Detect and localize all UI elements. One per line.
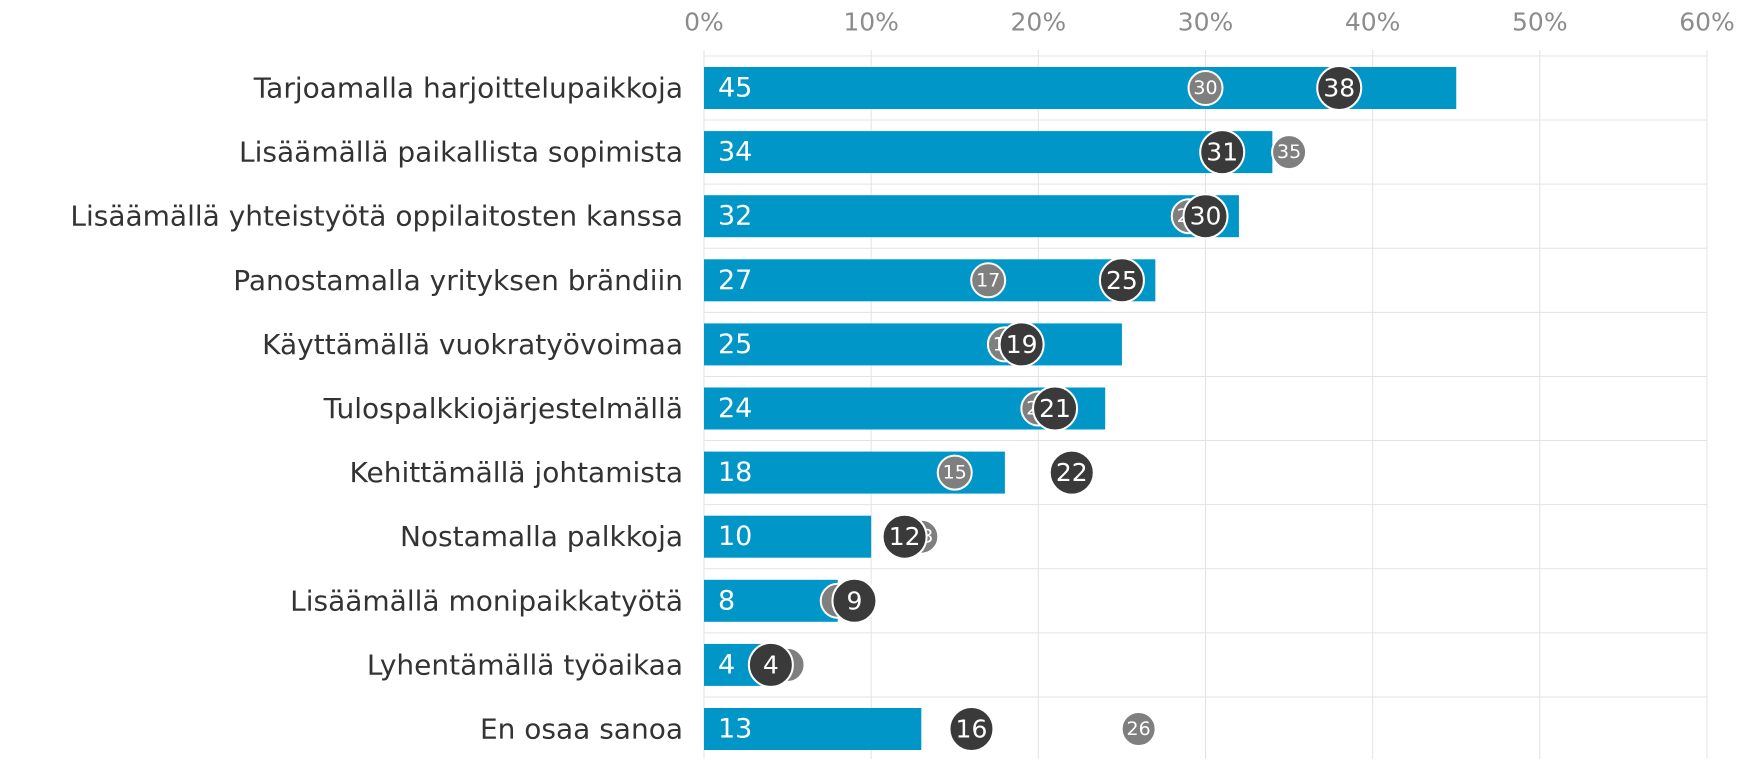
dot [998,321,1045,368]
dot [1032,385,1079,432]
category-label: Lisäämällä yhteistyötä oppilaitosten kan… [70,200,683,233]
dot [1199,129,1246,176]
category-label: Lyhentämällä työaikaa [367,648,683,681]
dot-label: 31 [1206,138,1238,167]
bar [704,259,1156,302]
dot [1316,65,1363,111]
bar [704,323,1122,366]
bar-value-label: 27 [718,265,752,296]
dot-label: 9 [846,586,862,615]
x-tick-label: 40% [1345,8,1401,37]
category-label: Nostamalla palkkoja [400,520,683,553]
dot-label: 17 [976,269,1000,291]
category-label: Panostamalla yrityksen brändiin [233,264,683,297]
x-tick-label: 20% [1011,8,1067,37]
bar [704,579,838,622]
bar-value-label: 34 [718,137,752,168]
bar-value-label: 24 [718,393,752,424]
dot [1098,257,1145,304]
dot [881,513,928,560]
dot-label: 15 [943,462,967,484]
bar-value-label: 8 [718,585,735,616]
dot-label: 22 [1056,458,1088,487]
dot [1271,134,1308,171]
category-label: Lisäämällä monipaikkatyötä [290,584,683,617]
bar-value-label: 32 [718,201,752,232]
dot [1187,70,1224,106]
dot [831,577,878,624]
dot [1048,449,1095,496]
bar-value-label: 13 [718,714,752,745]
dot-label: 4 [763,650,779,679]
dot [970,262,1007,299]
x-tick-label: 10% [843,8,899,37]
category-label: Kehittämällä johtamista [350,456,683,489]
dot [948,706,995,752]
dot [747,641,794,688]
dot-label: 30 [1193,77,1217,99]
dot-label: 26 [1127,718,1151,740]
dot-label: 25 [1106,266,1138,295]
category-label: Käyttämällä vuokratyövoimaa [262,328,683,361]
dot-label: 30 [1190,202,1222,231]
x-tick-label: 50% [1512,8,1568,37]
bar [704,708,922,750]
bar-value-label: 4 [718,649,735,680]
bar-value-label: 45 [718,73,752,104]
bar [704,515,872,558]
dot-label: 38 [1323,74,1355,103]
bar [704,131,1273,174]
category-label: En osaa sanoa [480,713,683,746]
bar-value-label: 10 [718,521,752,552]
dot [936,454,973,491]
dot-label: 19 [1006,330,1038,359]
category-label: Tarjoamalla harjoittelupaikkoja [253,72,683,105]
category-label: Tulospalkkiojärjestelmällä [323,392,683,425]
dot-label: 21 [1039,394,1071,423]
bar-value-label: 18 [718,457,752,488]
dot-label: 35 [1277,141,1301,163]
category-label: Lisäämällä paikallista sopimista [239,136,683,169]
x-tick-label: 0% [684,8,724,37]
bar-value-label: 25 [718,329,752,360]
x-tick-label: 30% [1178,8,1234,37]
dot [1182,193,1229,240]
bar [704,195,1239,238]
dot-label: 12 [889,522,921,551]
dot-label: 16 [956,715,988,744]
x-tick-label: 60% [1679,8,1735,37]
dot [1120,711,1157,747]
